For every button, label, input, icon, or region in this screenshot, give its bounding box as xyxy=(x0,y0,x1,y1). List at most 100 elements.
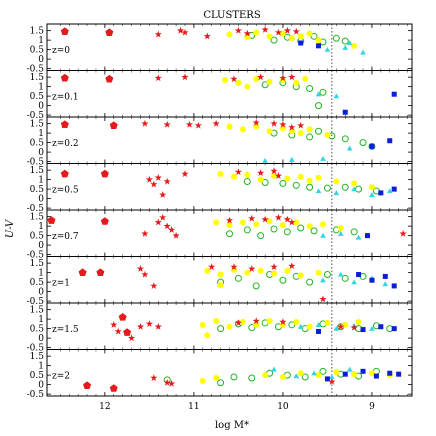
data-point-filled-circle xyxy=(297,33,304,40)
data-point-star xyxy=(288,262,296,270)
data-point-filled-circle xyxy=(226,222,233,229)
panel-frame xyxy=(46,23,413,71)
data-point-filled-circle xyxy=(230,173,237,180)
data-point-star xyxy=(399,229,407,237)
data-point-open-circle xyxy=(288,321,296,329)
y-tick-label: 0.5 xyxy=(30,371,45,381)
data-point-filled-circle xyxy=(306,323,313,330)
data-point-star xyxy=(136,265,145,272)
data-point-star xyxy=(337,322,345,330)
data-point-pentagon xyxy=(47,216,56,224)
data-point-star xyxy=(234,26,243,34)
data-point-open-circle xyxy=(230,373,238,381)
y-tick-label: -0.5 xyxy=(27,251,45,261)
data-point-star xyxy=(279,318,287,326)
x-axis-label: log M* xyxy=(215,420,249,431)
data-point-open-circle xyxy=(234,274,242,282)
data-point-open-circle xyxy=(310,32,318,40)
data-point-triangle xyxy=(337,230,344,236)
data-point-filled-circle xyxy=(253,123,260,130)
panel-0: -0.500.511.5 z=0 xyxy=(27,23,413,75)
data-point-square xyxy=(391,326,397,332)
data-point-triangle xyxy=(346,366,353,372)
y-tick-label: 0 xyxy=(38,241,44,251)
data-point-square xyxy=(391,91,397,97)
data-point-triangle xyxy=(386,188,393,194)
data-point-star xyxy=(114,327,122,335)
data-point-filled-circle xyxy=(279,222,286,229)
x-tick-label: 9 xyxy=(369,402,375,412)
data-point-triangle xyxy=(346,145,353,151)
y-tick-label: 1 xyxy=(38,269,44,279)
data-point-pentagon xyxy=(109,121,118,129)
data-point-star xyxy=(154,74,162,82)
data-point-triangle xyxy=(342,44,349,50)
data-point-filled-circle xyxy=(293,219,300,226)
data-point-filled-circle xyxy=(213,219,220,226)
data-point-pentagon xyxy=(105,28,114,36)
data-point-filled-circle xyxy=(222,76,229,83)
data-point-triangle xyxy=(288,156,295,162)
data-point-open-circle xyxy=(323,184,331,192)
data-point-open-circle xyxy=(306,85,314,93)
y-axis-label: U-V xyxy=(5,218,16,238)
data-point-square xyxy=(342,371,348,377)
data-point-open-circle xyxy=(279,179,287,187)
x-tick-label: 10 xyxy=(277,402,289,412)
data-point-open-circle xyxy=(341,274,349,282)
panel-5: -0.500.511.5 z=1 xyxy=(27,256,413,307)
y-tick-label: -0.5 xyxy=(27,65,45,75)
data-point-open-circle xyxy=(252,282,260,290)
data-point-open-circle xyxy=(341,135,349,143)
data-point-star xyxy=(234,319,243,326)
data-point-square xyxy=(356,272,362,278)
data-point-filled-circle xyxy=(315,37,322,44)
data-point-triangle xyxy=(315,91,322,97)
data-point-filled-circle xyxy=(253,221,260,228)
data-point-filled-circle xyxy=(319,221,326,228)
data-point-star xyxy=(181,73,189,81)
data-point-open-circle xyxy=(359,139,367,147)
data-point-filled-circle xyxy=(226,31,233,38)
y-tick-label: 0.5 xyxy=(30,92,45,102)
data-point-open-circle xyxy=(323,271,331,279)
data-point-triangle xyxy=(320,155,326,161)
data-point-star xyxy=(230,263,238,271)
data-point-open-circle xyxy=(306,278,314,286)
data-point-filled-circle xyxy=(293,318,300,325)
data-point-open-circle xyxy=(226,230,233,238)
data-point-star xyxy=(257,73,265,81)
data-point-star xyxy=(292,27,300,35)
panel-frame xyxy=(46,256,413,304)
data-point-filled-circle xyxy=(306,126,313,133)
data-point-open-circle xyxy=(283,228,291,236)
data-point-star xyxy=(279,74,287,82)
data-point-star xyxy=(159,191,167,198)
data-point-star xyxy=(270,119,278,127)
data-point-open-circle xyxy=(261,81,269,89)
data-point-star xyxy=(194,121,202,129)
data-point-filled-circle xyxy=(244,34,251,41)
data-point-pentagon xyxy=(60,169,69,178)
data-point-star xyxy=(248,265,256,272)
data-point-open-circle xyxy=(292,181,300,189)
data-point-star xyxy=(181,170,189,178)
data-point-square xyxy=(373,373,379,379)
data-point-pentagon xyxy=(60,27,69,35)
y-tick-label: 0.5 xyxy=(30,139,45,149)
markers-group xyxy=(78,262,397,303)
data-point-square xyxy=(364,233,370,239)
data-point-filled-circle xyxy=(253,76,260,83)
data-point-star xyxy=(154,218,162,226)
data-point-star xyxy=(234,168,243,176)
data-point-filled-circle xyxy=(213,374,220,381)
x-tick-label: 11 xyxy=(188,402,199,412)
data-point-star xyxy=(127,334,136,342)
data-point-square xyxy=(298,40,304,46)
data-point-pentagon xyxy=(83,381,92,389)
data-point-open-circle xyxy=(332,34,340,42)
data-point-filled-circle xyxy=(302,76,309,83)
data-point-star xyxy=(270,167,278,175)
data-point-filled-circle xyxy=(204,267,211,274)
